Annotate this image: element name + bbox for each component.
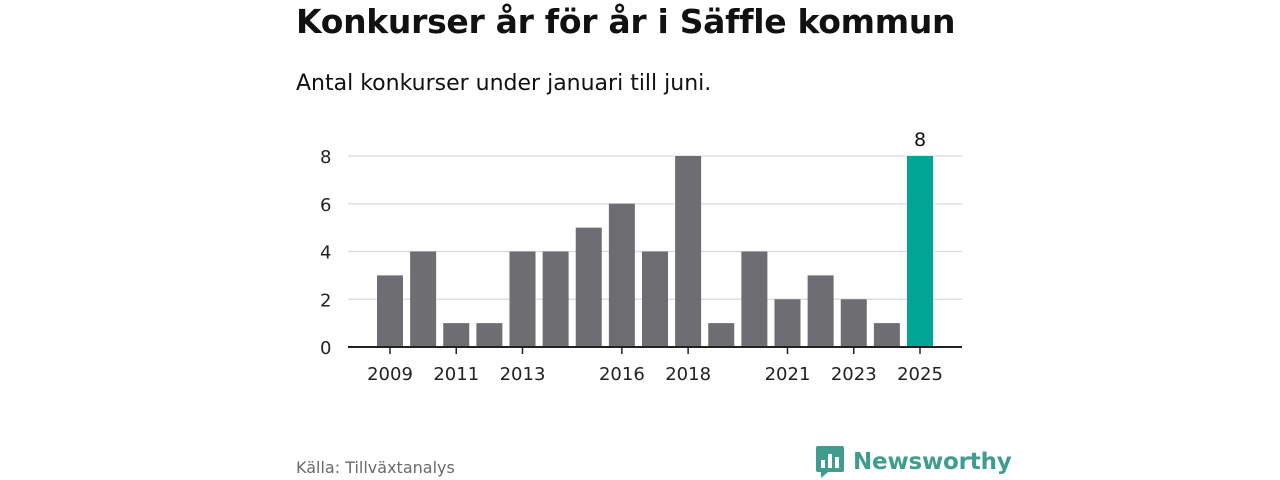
source-note: Källa: Tillväxtanalys xyxy=(296,458,455,477)
x-tick-label: 2025 xyxy=(897,364,943,385)
y-tick-label: 6 xyxy=(320,195,331,216)
data-label-2025: 8 xyxy=(914,129,926,151)
bar-2013 xyxy=(509,251,536,347)
bar-2019 xyxy=(708,323,735,347)
x-tick-label: 2011 xyxy=(433,364,479,385)
x-tick-label: 2018 xyxy=(665,364,711,385)
y-tick-label: 4 xyxy=(320,243,331,264)
bar-2011 xyxy=(443,323,470,347)
bar-2015 xyxy=(575,227,602,347)
bars xyxy=(377,156,933,347)
bar-2023 xyxy=(840,299,867,347)
bar-2021 xyxy=(774,299,801,347)
bar-2020 xyxy=(741,251,768,347)
x-tick-label: 2021 xyxy=(765,364,811,385)
y-tick-label: 2 xyxy=(320,290,331,311)
bar-2014 xyxy=(542,251,569,347)
brand-name: Newsworthy xyxy=(853,449,1012,475)
chart-title: Konkurser år för år i Säffle kommun xyxy=(296,2,956,41)
bar-2025 xyxy=(907,156,933,347)
bar-2016 xyxy=(608,203,635,347)
bar-2022 xyxy=(807,275,834,347)
bar-2012 xyxy=(476,323,503,347)
bar-2017 xyxy=(642,251,668,347)
x-tick-label: 2023 xyxy=(831,364,877,385)
y-tick-label: 8 xyxy=(320,147,331,168)
x-tick-label: 2009 xyxy=(367,364,413,385)
labels: 0 2 4 6 8 2009 2011 2013 2016 2018 2021 2023 2025 8 xyxy=(320,129,943,385)
bar-2009 xyxy=(377,275,403,347)
brand-logo[interactable]: Newsworthy xyxy=(815,445,1012,479)
bar-2010 xyxy=(410,251,437,347)
newsworthy-logo-icon xyxy=(816,446,844,478)
x-tick-label: 2016 xyxy=(599,364,645,385)
y-tick-label: 0 xyxy=(320,338,331,359)
bar-2024 xyxy=(873,323,900,347)
x-tick-label: 2013 xyxy=(500,364,546,385)
chart-subtitle: Antal konkurser under januari till juni. xyxy=(296,71,712,96)
bar-2018 xyxy=(675,156,702,347)
axes xyxy=(348,346,962,354)
